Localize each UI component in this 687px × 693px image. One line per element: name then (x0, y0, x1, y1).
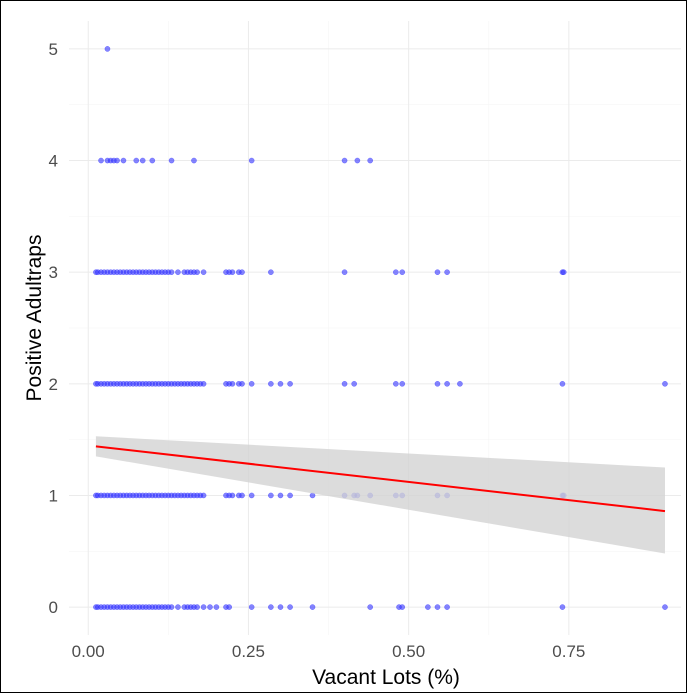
data-point (149, 157, 156, 164)
data-point (399, 269, 406, 276)
data-point (139, 157, 146, 164)
data-point (341, 157, 348, 164)
minor-gridlines (69, 21, 681, 635)
data-point (559, 604, 566, 610)
data-point (248, 492, 255, 499)
data-point (367, 604, 374, 610)
data-point (268, 604, 274, 610)
data-point (200, 380, 207, 387)
data-point (392, 269, 399, 276)
data-point (662, 380, 668, 387)
data-point (434, 269, 441, 276)
y-axis-ticks: 0 1 2 3 4 5 (49, 40, 58, 617)
data-point (200, 269, 207, 276)
data-point (341, 380, 348, 387)
data-point (662, 604, 668, 610)
data-point (351, 380, 358, 387)
confidence-band (95, 436, 665, 554)
data-point (287, 604, 293, 610)
data-point (120, 157, 127, 164)
data-point (425, 604, 431, 610)
data-point (207, 604, 213, 610)
data-point (191, 157, 197, 164)
data-point (200, 492, 207, 499)
data-point (239, 269, 245, 276)
data-point (444, 380, 450, 387)
data-point (200, 604, 207, 610)
data-point (287, 380, 293, 387)
data-point (354, 157, 361, 164)
data-point (392, 380, 399, 387)
x-tick-label: 0.50 (392, 642, 425, 661)
data-point (268, 269, 274, 276)
data-point (239, 380, 245, 387)
y-tick-label: 5 (49, 40, 58, 59)
data-point (399, 380, 406, 387)
data-point (268, 492, 274, 499)
y-tick-label: 0 (49, 598, 58, 617)
data-point (229, 269, 236, 276)
data-point (104, 46, 111, 52)
data-point (226, 604, 233, 610)
x-tick-label: 0.00 (72, 642, 105, 661)
data-point (341, 269, 348, 276)
data-point (98, 157, 104, 164)
y-tick-label: 1 (49, 486, 58, 505)
data-point (399, 604, 406, 610)
data-point (175, 604, 181, 610)
data-point (248, 604, 255, 610)
data-point (168, 157, 175, 164)
data-point (560, 269, 567, 276)
x-tick-label: 0.25 (232, 642, 265, 661)
y-axis-title: Positive Adultraps (23, 235, 46, 402)
y-tick-label: 2 (49, 375, 58, 394)
regression-line (95, 445, 666, 513)
x-tick-label: 0.75 (552, 642, 585, 661)
data-point (277, 604, 284, 610)
data-point (277, 380, 284, 387)
y-tick-label: 4 (49, 152, 58, 171)
data-point (268, 380, 274, 387)
data-point (194, 604, 201, 610)
x-axis-ticks: 0.00 0.25 0.50 0.75 (72, 642, 586, 661)
data-point (434, 604, 441, 610)
data-point (248, 380, 255, 387)
data-point (239, 492, 245, 499)
data-point (229, 380, 236, 387)
data-point (229, 492, 236, 499)
data-point (457, 380, 463, 387)
data-point (168, 269, 175, 276)
data-point (309, 604, 316, 610)
data-point (444, 269, 450, 276)
y-tick-label: 3 (49, 263, 58, 282)
data-point (444, 604, 450, 610)
data-points (93, 46, 668, 610)
x-axis-title: Vacant Lots (%) (312, 666, 460, 689)
data-point (277, 492, 284, 499)
data-point (434, 380, 441, 387)
data-point (194, 269, 201, 276)
data-point (213, 604, 220, 610)
data-point (287, 492, 293, 499)
data-point (559, 380, 566, 387)
data-point (248, 157, 255, 164)
data-point (114, 157, 120, 164)
data-point (133, 157, 140, 164)
data-point (367, 157, 374, 164)
data-point (175, 269, 181, 276)
data-point (168, 604, 175, 610)
